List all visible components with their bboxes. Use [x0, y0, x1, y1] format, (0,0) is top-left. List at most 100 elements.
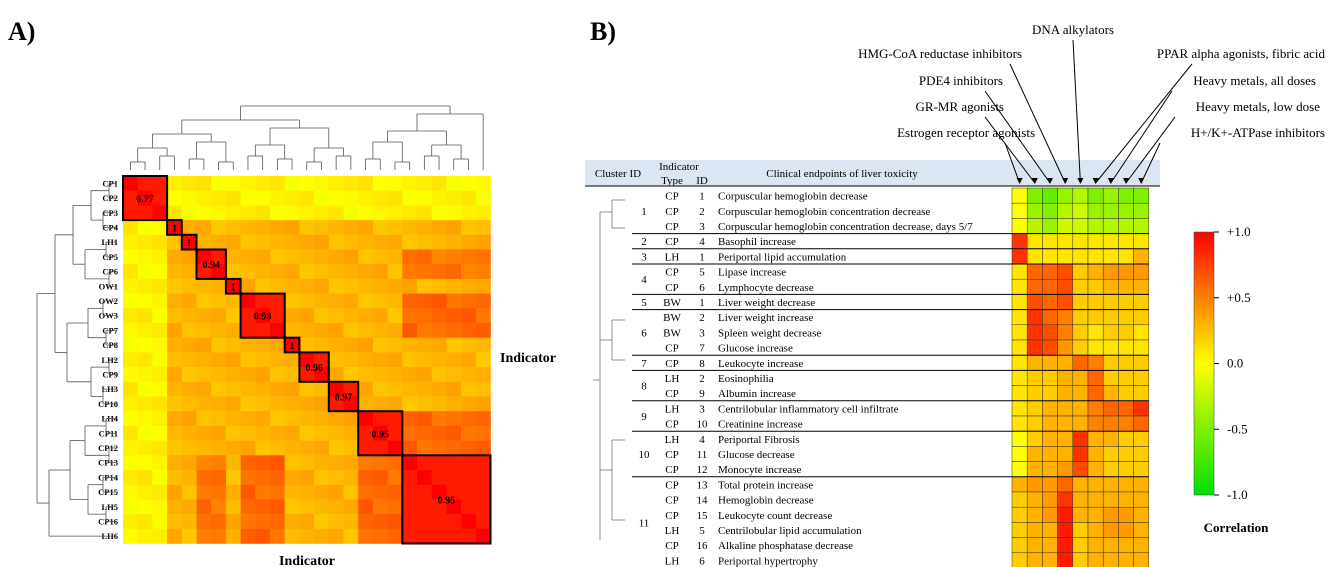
heatmap-a-cell	[152, 514, 168, 530]
row-indicator-type: BW	[663, 297, 681, 309]
heatmap-b-cell	[1042, 263, 1058, 280]
heatmap-a-cell	[181, 205, 197, 221]
heatmap-a-row-label: CP12	[98, 443, 118, 453]
row-indicator-id: 7	[699, 343, 705, 355]
heatmap-b-cell	[1011, 522, 1028, 538]
heatmap-a-cell	[387, 323, 403, 338]
heatmap-b-cell	[1133, 446, 1150, 462]
heatmap-a-cell	[358, 249, 374, 265]
heatmap-b-cell	[1042, 233, 1058, 250]
heatmap-a-cell	[255, 278, 271, 294]
heatmap-a-cell	[475, 249, 491, 265]
row-endpoint-label: Corpuscular hemoglobin decrease	[718, 191, 868, 203]
heatmap-a-cell	[475, 440, 491, 456]
heatmap-b-cell	[1133, 415, 1150, 432]
row-endpoint-label: Centrilobular lipid accumulation	[718, 525, 862, 537]
heatmap-a-cell	[431, 337, 447, 353]
heatmap-a-cell	[137, 440, 153, 456]
heatmap-a-cell	[402, 205, 418, 221]
heatmap-a-cell	[167, 514, 183, 530]
heatmap-a-cell	[358, 528, 374, 544]
column-arrow	[1140, 142, 1161, 184]
heatmap-b-cell	[1011, 506, 1028, 523]
heatmap-b-cell	[1026, 339, 1043, 356]
heatmap-a-cell	[314, 425, 330, 441]
heatmap-a-cell	[211, 234, 227, 250]
heatmap-a-cell	[343, 293, 359, 309]
row-endpoint-label: Lymphocyte decrease	[718, 282, 814, 294]
heatmap-b-cell	[1133, 461, 1150, 478]
heatmap-a-cell	[372, 249, 388, 265]
row-indicator-id: 5	[699, 525, 705, 537]
heatmap-b-cell	[1133, 354, 1150, 371]
heatmap-a-cell	[314, 249, 330, 265]
heatmap-a-cell	[211, 411, 227, 427]
heatmap-a-cell	[358, 293, 374, 309]
heatmap-a-cell	[299, 205, 315, 221]
heatmap-a-cell	[211, 499, 227, 515]
heatmap-b-cell	[1133, 476, 1150, 493]
heatmap-b-cell	[1087, 491, 1104, 508]
heatmap-a-cell	[270, 249, 285, 265]
heatmap-b-cell	[1102, 339, 1119, 356]
heatmap-b-cell	[1011, 385, 1028, 402]
heatmap-a-cell	[402, 514, 418, 530]
heatmap-a-cell	[299, 323, 315, 338]
heatmap-b-cell	[1118, 506, 1134, 523]
heatmap-a-cell	[343, 220, 359, 236]
heatmap-a-cell	[387, 367, 403, 383]
heatmap-b-cell	[1133, 385, 1150, 402]
heatmap-a-cell	[446, 425, 462, 441]
heatmap-b-cell	[1057, 370, 1074, 386]
heatmap-a-cell	[446, 308, 462, 324]
heatmap-a-cell	[328, 411, 344, 427]
heatmap-a-cell	[255, 499, 271, 515]
row-endpoint-label: Centrilobular inflammatory cell infiltra…	[718, 403, 899, 415]
heatmap-a-cell	[343, 249, 359, 265]
heatmap-b-cell	[1118, 491, 1134, 508]
heatmap-a-cell	[152, 440, 168, 456]
row-endpoint-label: Creatinine increase	[718, 419, 803, 431]
heatmap-b-cell	[1057, 324, 1074, 341]
heatmap-b-cell	[1072, 218, 1089, 234]
heatmap-a-cell	[255, 264, 271, 280]
heatmap-b-cell	[1133, 263, 1150, 280]
heatmap-a-cell	[343, 514, 359, 530]
heatmap-a-cell	[196, 381, 212, 397]
heatmap-a-cell	[181, 440, 197, 456]
heatmap-a-cell	[299, 337, 315, 353]
row-indicator-type: CP	[665, 236, 678, 248]
heatmap-a-cell	[152, 264, 168, 280]
heatmap-b-cell	[1042, 294, 1058, 310]
heatmap-a-cell	[417, 514, 432, 530]
heatmap-b-cell	[1042, 309, 1058, 326]
heatmap-b-cell	[1057, 491, 1074, 508]
heatmap-a-cell	[328, 367, 344, 383]
heatmap-a-cell	[446, 293, 462, 309]
heatmap-b-cell	[1042, 476, 1058, 493]
heatmap-a-cell	[137, 499, 153, 515]
heatmap-a-cell	[181, 381, 197, 397]
heatmap-b-cell	[1011, 370, 1028, 386]
heatmap-a-cell	[314, 323, 330, 338]
heatmap-b-cell	[1118, 400, 1134, 417]
heatmap-b-cell	[1133, 248, 1150, 265]
heatmap-b-cell	[1057, 339, 1074, 356]
heatmap-a-cell	[152, 352, 168, 368]
heatmap-a-cell	[372, 455, 388, 471]
heatmap-a-cell	[123, 528, 138, 544]
heatmap-a-cell	[167, 411, 183, 427]
heatmap-a-cell	[446, 484, 462, 500]
heatmap-a-cell	[284, 308, 300, 324]
heatmap-a-cell	[417, 484, 432, 500]
heatmap-a-cell	[225, 470, 241, 485]
heatmap-a-cell	[299, 352, 315, 368]
heatmap-a-cell	[137, 323, 153, 338]
heatmap-a-cell	[446, 337, 462, 353]
heatmap-a-cell	[299, 455, 315, 471]
heatmap-b-cell	[1026, 324, 1043, 341]
heatmap-a-cell	[387, 396, 403, 412]
heatmap-a-cell	[358, 190, 374, 206]
heatmap-a-cell	[343, 440, 359, 456]
heatmap-a-cell	[475, 367, 491, 383]
